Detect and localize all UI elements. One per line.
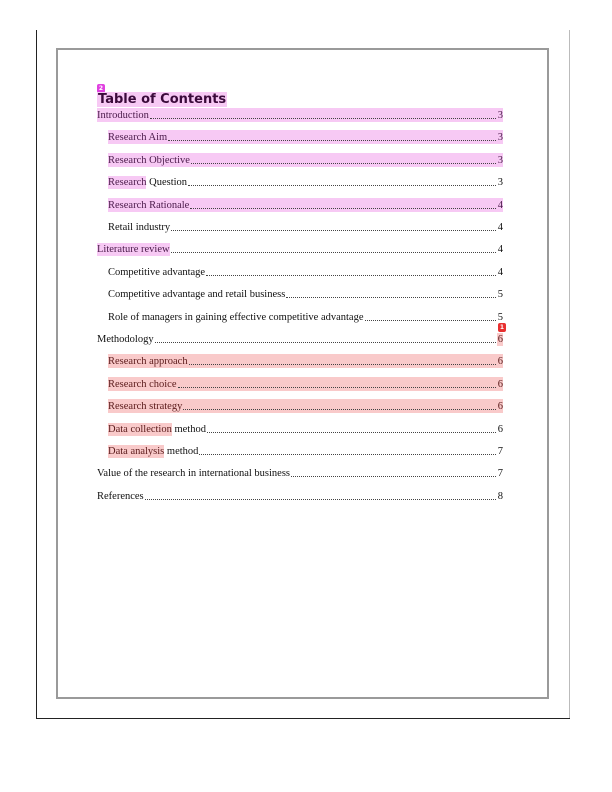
toc-page-number: 7 [497, 446, 503, 457]
toc-entry[interactable]: Competitive advantage and retail busines… [108, 287, 503, 301]
toc-page-number: 3 [497, 110, 503, 121]
document-page [56, 48, 549, 699]
toc-entry-title: References [97, 490, 144, 502]
toc-page-number: 5 [497, 289, 503, 301]
toc-heading: Table of Contents [97, 92, 228, 107]
toc-entry-title: method [171, 423, 206, 435]
toc-page-number: 6 [497, 401, 503, 413]
toc-entry[interactable]: Data analysis method 7 [108, 444, 503, 458]
toc-entry[interactable]: References 8 [97, 489, 503, 503]
toc-entry[interactable]: Research Rationale 4 [108, 197, 503, 212]
dot-leader [149, 117, 496, 119]
toc-entry[interactable]: Value of the research in international b… [97, 466, 503, 480]
toc-page-number: 5 [497, 311, 503, 323]
toc-entry-highlighted-text: Research Objective [108, 154, 190, 166]
toc-entry[interactable]: Data collection method 6 [108, 422, 503, 436]
toc-entry-highlighted-text: Research choice [108, 378, 177, 390]
toc-entry[interactable]: Role of managers in gaining effective co… [108, 310, 503, 324]
toc-entry[interactable]: Competitive advantage 4 [108, 265, 503, 279]
toc-entry-title: Competitive advantage and retail busines… [108, 289, 286, 301]
page-edge-right [569, 30, 570, 719]
toc-entry[interactable]: Literature review 4 [97, 242, 503, 257]
toc-entry-title: method [164, 446, 199, 457]
toc-entry[interactable]: Research choice 6 [108, 376, 503, 391]
toc-page-number: 6 [497, 356, 503, 368]
toc-entry-highlighted-text: Literature review [97, 243, 170, 257]
toc-page-number: 6 [497, 378, 503, 390]
toc-entry-highlighted-text: Data collection [108, 422, 172, 436]
toc-entry-highlighted-text: Introduction [97, 110, 149, 121]
dot-leader [199, 453, 496, 455]
dot-leader [171, 229, 496, 231]
page-edge-bottom [36, 718, 570, 719]
toc-page-number: 7 [497, 468, 503, 480]
toc-entry-highlighted-text: Research [108, 176, 147, 190]
dot-leader [190, 162, 496, 164]
comment-marker[interactable]: 1 [498, 323, 506, 332]
dot-leader [168, 139, 496, 142]
toc-page-number: 4 [497, 244, 503, 256]
dot-leader [154, 341, 496, 343]
toc-page-number: 4 [497, 222, 503, 233]
toc-entry-highlighted-text: Data analysis [108, 445, 165, 458]
dot-leader [188, 184, 496, 187]
dot-leader [286, 296, 496, 299]
toc-entry-title: Competitive advantage [108, 266, 206, 278]
toc-entry[interactable]: Research Question 3 [108, 175, 503, 190]
dot-leader [183, 408, 496, 411]
toc-page-number: 6 [497, 333, 503, 346]
dot-leader [190, 207, 496, 209]
toc-page-number: 6 [497, 423, 503, 435]
toc-entry[interactable]: Research Objective 3 [108, 152, 503, 167]
toc-entry-highlighted-text: Research strategy [108, 401, 183, 413]
toc-page-number: 8 [497, 490, 503, 502]
toc-entry[interactable]: Introduction 3 [97, 108, 503, 122]
toc-entry[interactable]: Methodology 6 [97, 332, 503, 346]
toc-entry-title: Value of the research in international b… [97, 468, 291, 480]
toc-entry-title: Role of managers in gaining effective co… [108, 311, 364, 323]
toc-entry-title: Retail industry [108, 222, 171, 233]
dot-leader [206, 431, 496, 433]
toc-entry-highlighted-text: Research approach [108, 356, 188, 368]
toc-entry-title: Question [146, 177, 188, 189]
comment-marker[interactable]: 2 [97, 84, 105, 93]
toc-page-number: 3 [497, 132, 503, 144]
dot-leader [364, 319, 496, 321]
toc-page-number: 3 [497, 154, 503, 166]
dot-leader [188, 363, 496, 366]
toc-entry-highlighted-text: Research Rationale [108, 199, 190, 211]
toc-entry-highlighted-text: Research Aim [108, 132, 168, 144]
toc-entry[interactable]: Research Aim 3 [108, 130, 503, 145]
toc-entry-title: Methodology [97, 334, 154, 345]
toc-entry[interactable]: Retail industry 4 [108, 220, 503, 234]
toc-page-number: 4 [497, 266, 503, 278]
toc-entry[interactable]: Research approach 6 [108, 354, 503, 369]
dot-leader [144, 498, 496, 500]
toc-page-number: 3 [497, 177, 503, 189]
toc-page-number: 4 [497, 199, 503, 211]
page-edge-left [36, 30, 37, 719]
toc-entry[interactable]: Research strategy 6 [108, 399, 503, 414]
dot-leader [170, 251, 496, 254]
dot-leader [291, 475, 496, 478]
dot-leader [206, 274, 496, 276]
dot-leader [177, 386, 496, 388]
